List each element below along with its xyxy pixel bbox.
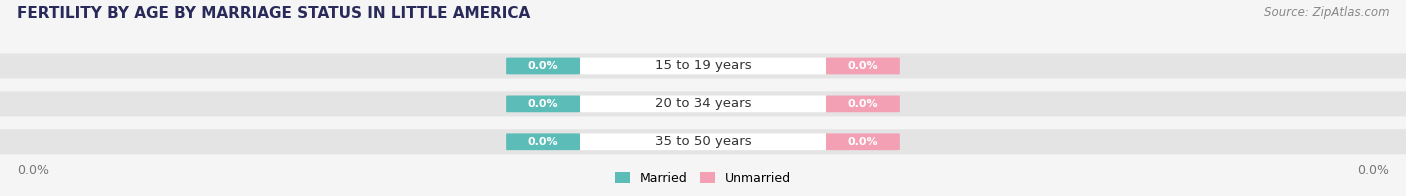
FancyBboxPatch shape <box>827 58 900 74</box>
FancyBboxPatch shape <box>506 133 579 150</box>
Text: 15 to 19 years: 15 to 19 years <box>655 60 751 73</box>
FancyBboxPatch shape <box>506 58 579 74</box>
FancyBboxPatch shape <box>827 133 900 150</box>
Text: FERTILITY BY AGE BY MARRIAGE STATUS IN LITTLE AMERICA: FERTILITY BY AGE BY MARRIAGE STATUS IN L… <box>17 6 530 21</box>
FancyBboxPatch shape <box>0 54 1406 78</box>
FancyBboxPatch shape <box>0 91 1406 116</box>
Text: 0.0%: 0.0% <box>1357 164 1389 177</box>
Text: 0.0%: 0.0% <box>848 137 879 147</box>
FancyBboxPatch shape <box>581 133 827 150</box>
Text: Source: ZipAtlas.com: Source: ZipAtlas.com <box>1264 6 1389 19</box>
Text: 0.0%: 0.0% <box>848 99 879 109</box>
FancyBboxPatch shape <box>581 58 827 74</box>
FancyBboxPatch shape <box>0 129 1406 154</box>
Text: 0.0%: 0.0% <box>527 99 558 109</box>
Text: 0.0%: 0.0% <box>527 137 558 147</box>
Text: 0.0%: 0.0% <box>527 61 558 71</box>
Text: 0.0%: 0.0% <box>17 164 49 177</box>
Text: 0.0%: 0.0% <box>848 61 879 71</box>
FancyBboxPatch shape <box>581 95 827 112</box>
FancyBboxPatch shape <box>827 95 900 112</box>
Text: 20 to 34 years: 20 to 34 years <box>655 97 751 110</box>
Legend: Married, Unmarried: Married, Unmarried <box>610 167 796 190</box>
FancyBboxPatch shape <box>506 95 579 112</box>
Text: 35 to 50 years: 35 to 50 years <box>655 135 751 148</box>
